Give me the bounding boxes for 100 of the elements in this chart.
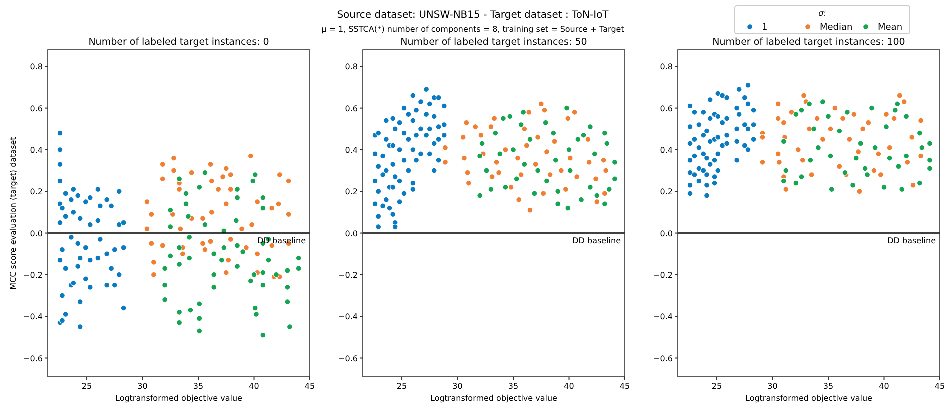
point [814, 116, 820, 122]
point [70, 186, 77, 193]
point [918, 118, 924, 124]
point [196, 316, 203, 322]
x-tick-label: 40 [564, 382, 574, 391]
point [221, 244, 228, 251]
point [461, 155, 468, 162]
point [464, 170, 471, 176]
x-tick-label: 25 [82, 382, 92, 391]
point [856, 188, 863, 195]
x-tick-label: 30 [138, 382, 148, 391]
point [150, 272, 157, 278]
point [168, 207, 174, 214]
point [484, 168, 490, 174]
point [836, 164, 843, 170]
point [228, 236, 234, 243]
point [254, 251, 261, 258]
point [108, 266, 115, 272]
point [592, 151, 598, 158]
point [196, 301, 203, 308]
y-tick-label: −0.6 [338, 354, 358, 364]
point [926, 166, 933, 172]
point [518, 122, 524, 128]
point [540, 190, 547, 197]
point [286, 178, 292, 184]
point [520, 109, 527, 116]
point [820, 136, 826, 143]
point [108, 203, 115, 210]
point [211, 272, 218, 278]
point [562, 186, 569, 193]
point [260, 332, 266, 338]
point [832, 105, 838, 112]
point [216, 186, 222, 193]
point [850, 182, 856, 188]
point [916, 180, 923, 186]
point [296, 266, 302, 272]
point [150, 259, 157, 266]
x-tick-label: 25 [396, 382, 408, 391]
point [188, 307, 194, 314]
point [878, 172, 884, 178]
legend-label: Median [820, 23, 853, 33]
point [594, 192, 600, 199]
point [604, 140, 610, 147]
point [612, 159, 618, 166]
y-tick-label: 0.0 [30, 229, 43, 238]
ref-line-label: DD baseline [888, 236, 936, 246]
point [489, 174, 496, 180]
point [97, 236, 104, 243]
x-tick-label: 35 [508, 382, 519, 391]
point [57, 178, 64, 184]
point [57, 220, 64, 226]
point [860, 126, 866, 132]
point [535, 168, 542, 174]
point [120, 244, 127, 251]
x-axis-title: Logtransformed objective value [116, 394, 243, 403]
point [254, 199, 261, 206]
point [202, 246, 208, 253]
point [186, 255, 193, 262]
x-tick-label: 25 [712, 382, 722, 391]
point [176, 262, 183, 268]
point [574, 174, 580, 180]
y-tick-label: 0.4 [345, 146, 358, 155]
x-tick-label: 30 [452, 382, 463, 391]
point [853, 155, 860, 162]
point [87, 194, 94, 201]
y-tick-label: 0.2 [30, 188, 43, 197]
point [77, 216, 84, 222]
point [488, 124, 494, 130]
point [104, 282, 110, 288]
legend-title: σ: [818, 9, 827, 18]
point [899, 186, 906, 193]
x-tick-label: 40 [879, 382, 890, 391]
x-axis-title: Logtransformed objective value [430, 394, 558, 403]
point [479, 140, 486, 147]
point [844, 109, 850, 116]
point [883, 124, 890, 130]
point [527, 136, 534, 143]
point [602, 130, 608, 136]
point [296, 255, 302, 262]
point [760, 134, 766, 140]
point [798, 174, 805, 180]
point [514, 176, 520, 182]
point [196, 184, 203, 190]
point [871, 168, 878, 174]
point [564, 105, 570, 112]
point [220, 174, 226, 180]
point [252, 172, 258, 178]
point [57, 146, 64, 153]
point [104, 196, 110, 203]
point [276, 172, 283, 178]
y-tick-label: 0.4 [660, 146, 673, 155]
y-tick-label: 0.2 [660, 188, 673, 197]
ref-line-label: DD baseline [572, 236, 622, 246]
point [901, 99, 908, 106]
point [250, 178, 256, 184]
point [783, 186, 790, 193]
point [510, 146, 517, 153]
point [585, 136, 592, 143]
point [176, 320, 183, 326]
point [565, 205, 572, 212]
